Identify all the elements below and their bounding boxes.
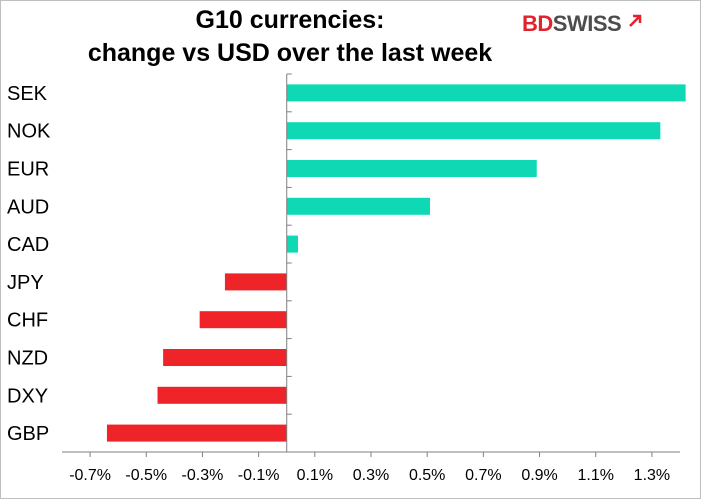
logo-text-swiss: SWISS xyxy=(552,11,622,36)
bar-group xyxy=(106,84,686,442)
value-tick-label: -0.1% xyxy=(238,467,280,484)
category-label-gbp: GBP xyxy=(7,423,49,445)
category-label-chf: CHF xyxy=(7,310,48,332)
bdswiss-logo: BD SWISS xyxy=(522,11,643,37)
category-label-nok: NOK xyxy=(7,121,51,143)
title-line-2: change vs USD over the last week xyxy=(87,39,493,67)
category-label-nzd: NZD xyxy=(7,348,48,370)
bar-chf xyxy=(199,311,287,329)
category-label-aud: AUD xyxy=(7,196,49,218)
bar-aud xyxy=(286,197,430,215)
chart-title: G10 currencies: change vs USD over the l… xyxy=(60,4,520,70)
bar-nzd xyxy=(163,349,287,367)
bar-gbp xyxy=(106,424,287,442)
bar-jpy xyxy=(224,273,287,291)
value-tick-label: -0.3% xyxy=(182,467,224,484)
bar-nok xyxy=(286,122,661,140)
logo-text-bd: BD xyxy=(522,11,553,36)
value-tick-label: -0.7% xyxy=(69,467,111,484)
value-tick-label: 0.9% xyxy=(521,467,557,484)
category-label-sek: SEK xyxy=(7,83,48,105)
category-label-cad: CAD xyxy=(7,234,49,256)
bar-sek xyxy=(286,84,686,102)
category-label-dxy: DXY xyxy=(7,385,48,407)
bar-cad xyxy=(286,235,298,253)
bar-dxy xyxy=(157,386,287,404)
category-label-jpy: JPY xyxy=(7,272,44,294)
value-tick-label: 0.3% xyxy=(353,467,389,484)
logo-arrow-icon xyxy=(629,14,642,27)
value-tick-label: 0.7% xyxy=(465,467,501,484)
value-tick-label: 1.1% xyxy=(577,467,613,484)
title-line-1: G10 currencies: xyxy=(195,6,385,34)
value-tick-label: 0.5% xyxy=(409,467,445,484)
value-tick-label: 0.1% xyxy=(297,467,333,484)
value-tick-label: 1.3% xyxy=(634,467,670,484)
category-label-eur: EUR xyxy=(7,159,49,181)
axes-group xyxy=(62,73,680,457)
bar-eur xyxy=(286,160,537,178)
value-tick-label: -0.5% xyxy=(125,467,167,484)
label-group: SEK NOK EUR AUD CAD JPY CHF NZD DXY GBP -0.7% -0.5%… xyxy=(7,83,670,484)
